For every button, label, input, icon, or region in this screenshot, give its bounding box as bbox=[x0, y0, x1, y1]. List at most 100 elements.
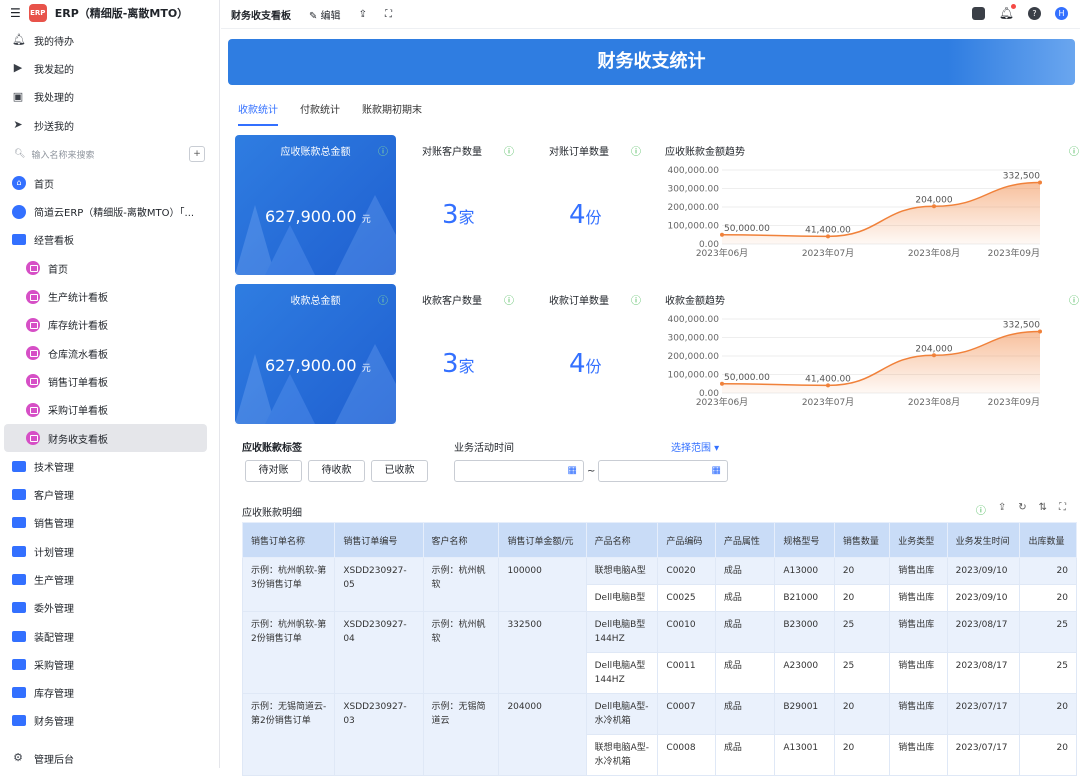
play-icon: ▶ bbox=[13, 61, 23, 75]
sidebar-item[interactable]: 客户管理 bbox=[4, 480, 207, 508]
page-title: 财务收支看板 bbox=[231, 10, 291, 22]
sidebar-item[interactable]: 财务收支看板 bbox=[4, 423, 207, 453]
tab-receipts[interactable]: 收款统计 bbox=[238, 101, 278, 126]
column-header[interactable]: 产品属性 bbox=[714, 522, 776, 558]
export-icon[interactable]: ⇪ bbox=[997, 502, 1007, 513]
column-header[interactable]: 销售订单金额/元 bbox=[498, 522, 587, 558]
order-name: 示例：无锡简道云-第2份销售订单 bbox=[241, 693, 336, 776]
column-header[interactable]: 业务发生时间 bbox=[946, 522, 1021, 558]
cell: 销售出库 bbox=[889, 693, 948, 735]
order-count: 对账订单数量 ⓘ 4份 bbox=[549, 135, 644, 275]
quick-item[interactable]: 🔔︎ 我的待办 bbox=[0, 26, 219, 54]
sidebar-item[interactable]: 销售管理 bbox=[4, 509, 207, 537]
data-label: 41,400.00 bbox=[805, 225, 851, 235]
info-icon[interactable]: ⓘ bbox=[1069, 147, 1079, 158]
sidebar-item-label: 委外管理 bbox=[34, 604, 74, 616]
refresh-icon[interactable]: ↻ bbox=[1018, 502, 1027, 513]
tab-payments[interactable]: 付款统计 bbox=[300, 105, 340, 116]
column-header[interactable]: 规格型号 bbox=[774, 522, 835, 558]
sidebar-item[interactable]: 生产统计看板 bbox=[4, 282, 207, 310]
x-tick-label: 2023年09月 bbox=[988, 247, 1040, 259]
trend-line bbox=[721, 330, 1041, 387]
column-header[interactable]: 产品编码 bbox=[657, 522, 716, 558]
sidebar-item[interactable]: 简道云ERP（精细版-离散MTO）「... bbox=[4, 197, 207, 225]
avatar[interactable]: H bbox=[1055, 6, 1068, 20]
start-date-input[interactable]: ▦ bbox=[454, 460, 584, 482]
column-header[interactable]: 销售订单名称 bbox=[241, 522, 336, 558]
y-tick-label: 0.00 bbox=[699, 240, 719, 250]
quick-item[interactable]: ▣ 我处理的 bbox=[0, 83, 219, 111]
tag-received[interactable]: 已收款 bbox=[371, 460, 428, 482]
sidebar-item[interactable]: 经营看板 bbox=[4, 226, 207, 254]
share-icon[interactable]: ⇪ bbox=[358, 8, 367, 20]
table-row[interactable]: Dell电脑B型 C0025 成品 B21000 20 销售出库 2023/09/10 20 bbox=[243, 584, 1077, 612]
book-icon[interactable] bbox=[971, 6, 985, 20]
column-header[interactable]: 出库数量 bbox=[1019, 522, 1077, 558]
fullscreen-icon[interactable]: ⛶ bbox=[384, 8, 392, 20]
add-button[interactable]: + bbox=[189, 146, 205, 163]
end-date-input[interactable]: ▦ bbox=[598, 460, 728, 482]
column-header[interactable]: 业务类型 bbox=[889, 522, 948, 558]
cell: B23000 bbox=[774, 611, 835, 653]
y-tick-label: 200,000.00 bbox=[667, 352, 719, 362]
sidebar-item[interactable]: 财务管理 bbox=[4, 707, 207, 735]
quick-item[interactable]: ➤ 抄送我的 bbox=[0, 111, 219, 139]
dashboard-icon bbox=[26, 346, 40, 361]
fullscreen-icon[interactable]: ⛶ bbox=[1059, 502, 1066, 513]
sidebar-item[interactable]: 仓库流水看板 bbox=[4, 339, 207, 367]
help-icon[interactable]: ? bbox=[1028, 6, 1041, 20]
table-row[interactable]: Dell电脑A型144HZ C0011 成品 A23000 25 销售出库 2023/08/… bbox=[243, 652, 1077, 694]
table-row[interactable]: 示例：杭州帆软-第3份销售订单 XSDD230927-05 示例：杭州帆软 10000… bbox=[241, 557, 1077, 612]
sidebar-item[interactable]: 库存统计看板 bbox=[4, 311, 207, 339]
column-header[interactable]: 客户名称 bbox=[422, 522, 500, 558]
sidebar-item[interactable]: 生产管理 bbox=[4, 565, 207, 593]
sidebar-item[interactable]: 计划管理 bbox=[4, 537, 207, 565]
info-icon[interactable]: ⓘ bbox=[378, 147, 388, 158]
order-code: XSDD230927-05 bbox=[334, 557, 424, 612]
folder-icon bbox=[12, 460, 26, 472]
admin-link[interactable]: ⚙ 管理后台 bbox=[0, 744, 74, 772]
cell: B21000 bbox=[774, 584, 835, 612]
sidebar-item[interactable]: 销售订单看板 bbox=[4, 367, 207, 395]
cell: 成品 bbox=[714, 693, 776, 735]
column-header[interactable]: 销售数量 bbox=[833, 522, 891, 558]
column-header[interactable]: 产品名称 bbox=[585, 522, 659, 558]
folder-icon bbox=[12, 489, 26, 501]
info-icon[interactable]: ⓘ bbox=[975, 506, 986, 517]
info-icon[interactable]: ⓘ bbox=[1069, 296, 1079, 307]
search-box[interactable]: 🔍︎ 输入名称来搜索 + bbox=[0, 139, 219, 169]
info-icon[interactable]: ⓘ bbox=[378, 296, 388, 307]
chart-title: 应收账款金额趋势 bbox=[665, 147, 745, 158]
edit-button[interactable]: ✎ 编辑 bbox=[309, 10, 341, 22]
sidebar-item[interactable]: 装配管理 bbox=[4, 622, 207, 650]
notification-icon[interactable]: 🔔︎ bbox=[998, 4, 1016, 20]
tab-balances[interactable]: 账款期初期末 bbox=[362, 105, 422, 116]
info-icon[interactable]: ⓘ bbox=[504, 296, 514, 307]
column-header[interactable]: 销售订单编号 bbox=[334, 522, 424, 558]
search-input[interactable]: 输入名称来搜索 bbox=[31, 150, 95, 161]
tag-pending-receipt[interactable]: 待收款 bbox=[308, 460, 365, 482]
cell: 联想电脑A型-水冷机箱 bbox=[585, 734, 659, 776]
x-tick-label: 2023年08月 bbox=[908, 396, 960, 408]
sidebar-item[interactable]: 委外管理 bbox=[4, 594, 207, 622]
sidebar-item[interactable]: 首页 bbox=[4, 254, 207, 282]
tag-pending-reconcile[interactable]: 待对账 bbox=[245, 460, 302, 482]
info-icon[interactable]: ⓘ bbox=[504, 147, 514, 158]
sidebar-item[interactable]: 库存管理 bbox=[4, 679, 207, 707]
x-tick-label: 2023年07月 bbox=[802, 396, 854, 408]
table-row[interactable]: 示例：无锡简道云-第2份销售订单 XSDD230927-03 示例：无锡简道云 204… bbox=[241, 693, 1077, 776]
sort-icon[interactable]: ⇅ bbox=[1038, 502, 1047, 513]
range-select[interactable]: 选择范围 ▾ bbox=[671, 443, 720, 454]
area-fill bbox=[722, 182, 1040, 244]
sidebar-item[interactable]: ⌂ 首页 bbox=[4, 169, 207, 197]
info-icon[interactable]: ⓘ bbox=[631, 147, 641, 158]
quick-item[interactable]: ▶ 我发起的 bbox=[0, 54, 219, 82]
sidebar-item[interactable]: 技术管理 bbox=[4, 452, 207, 480]
table-row[interactable]: 示例：杭州帆软-第2份销售订单 XSDD230927-04 示例：杭州帆软 33250… bbox=[241, 611, 1077, 694]
sidebar-item[interactable]: 采购订单看板 bbox=[4, 396, 207, 424]
sidebar-item[interactable]: 采购管理 bbox=[4, 650, 207, 678]
info-icon[interactable]: ⓘ bbox=[631, 296, 641, 307]
banner-title: 财务收支统计 bbox=[228, 39, 1075, 85]
menu-icon[interactable]: ☰ bbox=[10, 6, 21, 20]
cell: 成品 bbox=[714, 734, 776, 776]
